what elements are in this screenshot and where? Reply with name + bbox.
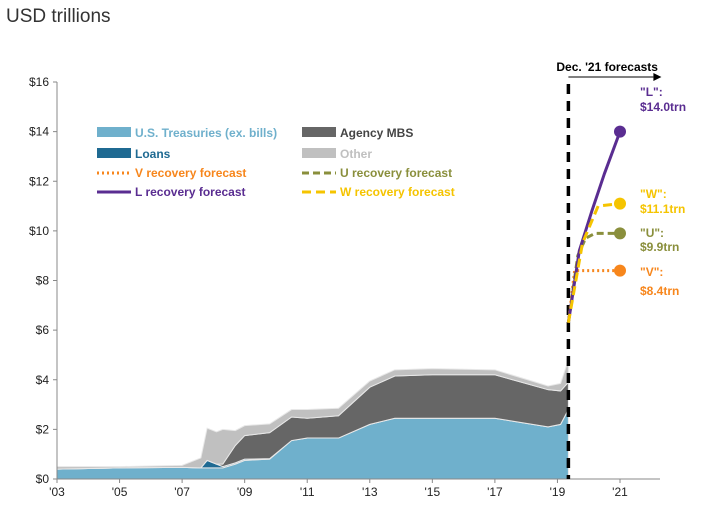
forecast-line-w [566,202,621,323]
y-tick-label: $0 [36,472,50,486]
forecast-label-u: "U": [640,226,664,240]
forecast-value-l: $14.0trn [640,100,686,114]
legend-swatch-other [302,148,336,158]
legend-label-w-recovery-forecast: W recovery forecast [340,185,455,199]
y-tick-label: $10 [29,224,49,238]
x-tick-label: '13 [362,485,378,499]
legend-label-agency-mbs: Agency MBS [340,126,413,140]
x-tick-label: '19 [550,485,566,499]
legend-label-other: Other [340,147,372,161]
legend-label-v-recovery-forecast: V recovery forecast [135,166,246,180]
legend-label-u-s-treasuries-ex-bills-: U.S. Treasuries (ex. bills) [135,126,277,140]
forecast-line-l [566,131,622,323]
x-tick-label: '11 [300,485,315,499]
y-tick-label: $16 [29,75,49,89]
legend-swatch-agency-mbs [302,127,336,137]
forecast-annotation: Dec. '21 forecasts [556,60,658,74]
forecast-label-l: "L": [640,85,663,99]
x-tick-label: '15 [425,485,441,499]
forecast-end-dot-v [614,264,626,277]
y-tick-label: $6 [36,323,50,337]
legend-label-l-recovery-forecast: L recovery forecast [135,185,246,199]
forecast-end-dot-u [614,227,626,240]
legend-swatch-u-s-treasuries-ex-bills- [97,127,131,137]
y-tick-label: $12 [29,174,49,188]
y-tick-label: $14 [29,125,49,139]
y-tick-label: $8 [36,274,50,288]
forecast-label-v: "V": [640,265,663,279]
x-tick-label: '17 [487,485,503,499]
legend-label-u-recovery-forecast: U recovery forecast [340,166,452,180]
forecast-end-dot-l [614,125,626,138]
forecast-label-w: "W": [640,187,667,201]
y-axis-label: USD trillions [6,6,111,27]
x-tick-label: '07 [174,485,190,499]
legend-swatch-loans [97,148,131,158]
forecast-arrow-head [653,73,662,81]
x-tick-label: '09 [237,485,253,499]
forecast-end-dot-w [614,197,626,210]
forecast-value-u: $9.9trn [640,240,679,254]
x-tick-label: '21 [612,485,628,499]
y-tick-label: $2 [36,422,50,436]
forecast-value-v: $8.4trn [640,284,679,298]
y-tick-label: $4 [36,373,50,387]
x-tick-label: '05 [112,485,128,499]
forecast-value-w: $11.1trn [640,202,685,216]
x-tick-label: '03 [49,485,65,499]
legend-label-loans: Loans [135,147,171,161]
